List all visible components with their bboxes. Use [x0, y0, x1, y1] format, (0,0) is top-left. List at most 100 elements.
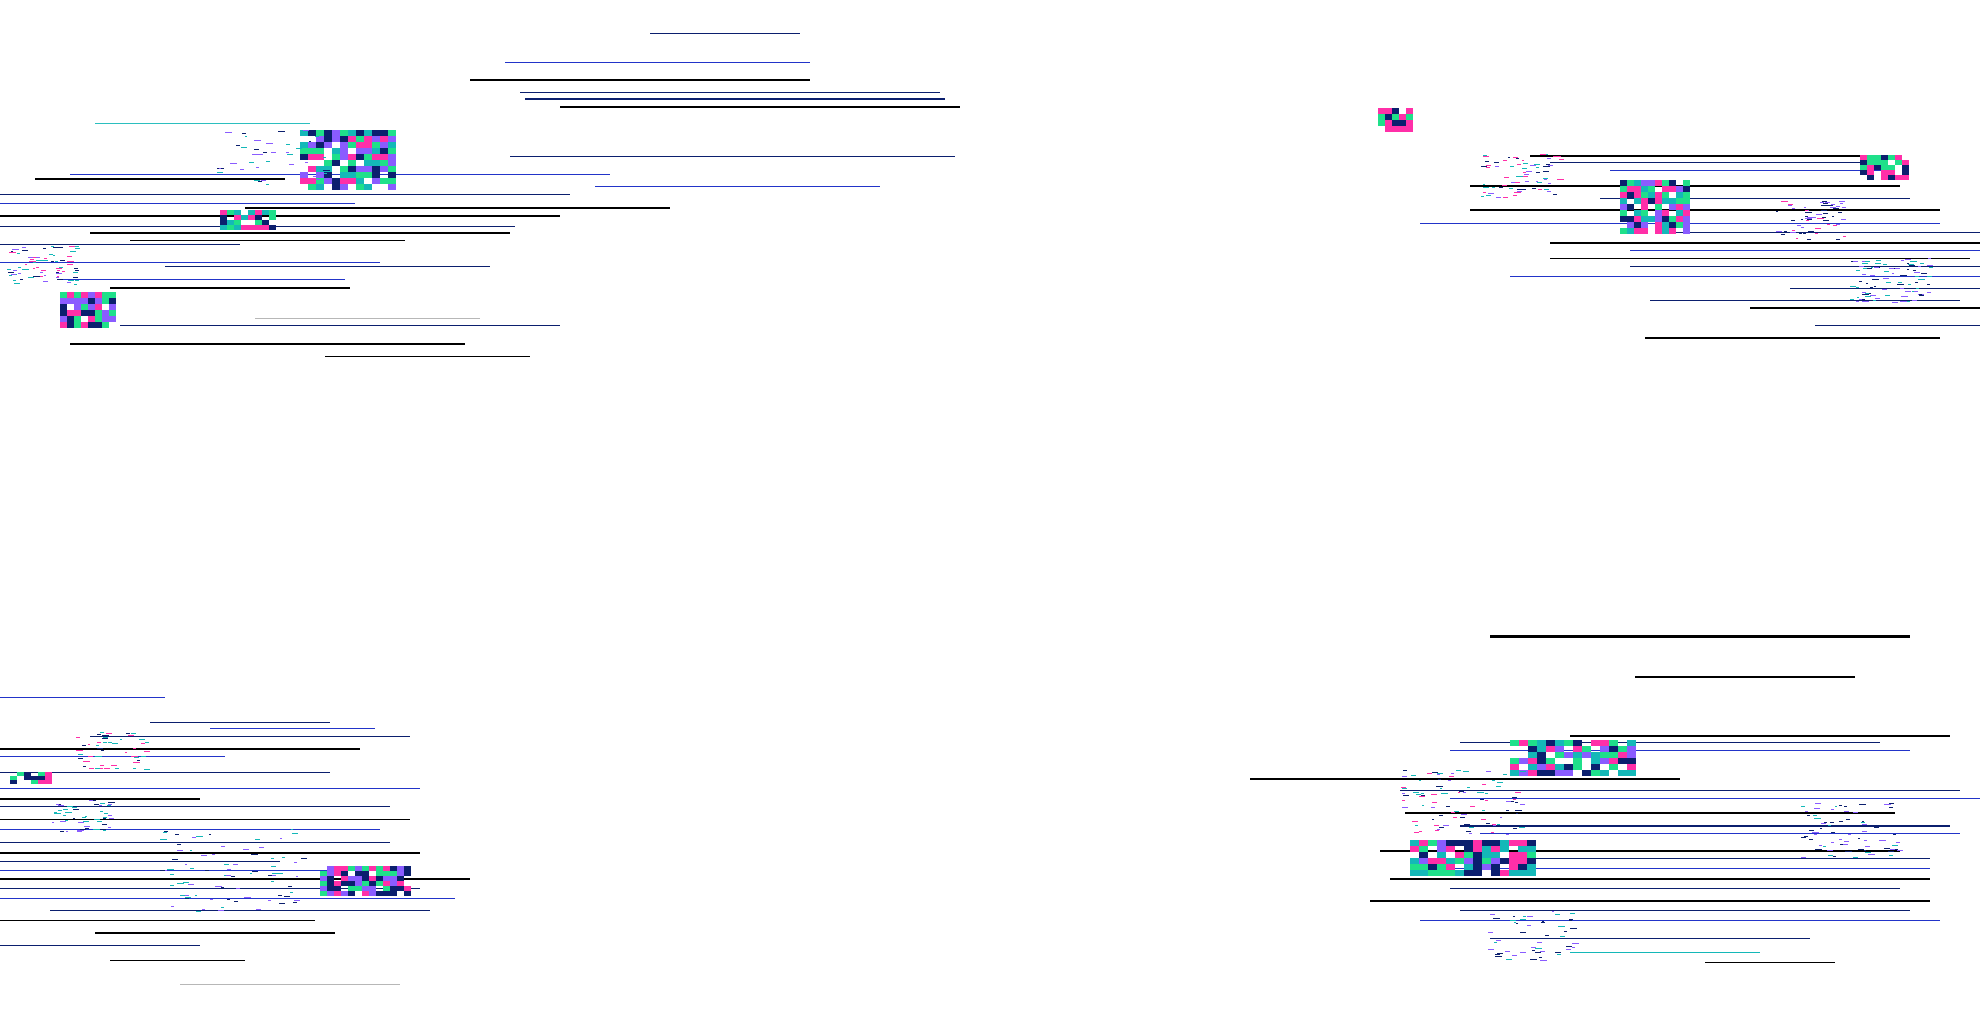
pixel-block — [1421, 793, 1424, 794]
pixel-block — [1871, 267, 1873, 268]
pixel-block — [1844, 811, 1849, 812]
pixel-block — [1862, 294, 1869, 295]
pixel-block — [1403, 795, 1409, 796]
pixel-block — [1434, 825, 1439, 826]
pixel-block — [279, 903, 285, 904]
pixel-block — [77, 831, 82, 832]
pixel-block — [340, 130, 348, 136]
pixel-block — [172, 859, 178, 860]
pixel-block — [364, 142, 372, 148]
pixel-block — [1454, 811, 1459, 812]
pixel-block — [324, 173, 327, 174]
pixel-block — [1553, 156, 1559, 157]
pixel-block — [1566, 946, 1572, 947]
pixel-block — [340, 148, 348, 154]
scanline — [165, 266, 490, 267]
pixel-block — [1792, 208, 1795, 209]
pixel-block — [88, 298, 95, 304]
pixel-block — [1831, 204, 1835, 205]
pixel-block — [1830, 207, 1836, 208]
pixel-block — [348, 886, 355, 891]
pixel-block — [1609, 758, 1618, 764]
pixel-block — [1814, 834, 1817, 835]
pixel-block — [340, 184, 348, 190]
pixel-block — [1491, 870, 1500, 876]
pixel-block — [356, 142, 364, 148]
pixel-block — [1486, 167, 1490, 168]
pixel-block — [1528, 770, 1537, 776]
pixel-block — [1620, 204, 1627, 210]
pixel-block — [1458, 792, 1460, 793]
pixel-block — [100, 765, 103, 766]
pixel-block — [294, 900, 300, 901]
pixel-block — [1676, 198, 1683, 204]
pixel-block — [1627, 180, 1634, 186]
pixel-block — [1805, 216, 1808, 217]
pixel-block — [1573, 752, 1582, 758]
pixel-block — [1881, 175, 1888, 180]
scanline — [1510, 276, 1980, 277]
pixel-block — [340, 172, 348, 178]
scanline — [1750, 307, 1980, 309]
pixel-block — [1518, 846, 1527, 852]
pixel-block — [287, 154, 293, 155]
pixel-block — [205, 870, 209, 871]
pixel-block — [1784, 231, 1787, 232]
pixel-block — [1823, 846, 1826, 847]
pixel-block — [1874, 155, 1881, 160]
pixel-block — [1514, 192, 1521, 193]
pixel-block — [1919, 294, 1922, 295]
pixel-block — [1907, 269, 1909, 270]
scanline — [0, 788, 420, 789]
pixel-block — [1546, 764, 1555, 770]
pixel-block — [1634, 180, 1641, 186]
pixel-block — [348, 891, 355, 896]
pixel-block — [404, 886, 411, 891]
pixel-block — [240, 169, 244, 170]
pixel-block — [1437, 852, 1446, 858]
pixel-block — [1537, 746, 1546, 752]
pixel-block — [1500, 846, 1509, 852]
pixel-block — [1856, 301, 1859, 302]
pixel-block — [300, 142, 308, 148]
pixel-block — [1815, 228, 1821, 229]
pixel-block — [59, 247, 63, 248]
pixel-block — [1860, 170, 1867, 175]
pixel-block — [1528, 746, 1537, 752]
pixel-block — [1683, 216, 1690, 222]
pixel-block — [139, 739, 145, 740]
pixel-block — [1546, 758, 1555, 764]
pixel-block — [289, 164, 294, 165]
pixel-block — [334, 866, 341, 871]
pixel-block — [97, 734, 101, 735]
pixel-block — [348, 172, 356, 178]
pixel-block — [244, 897, 251, 898]
pixel-block — [1662, 222, 1669, 228]
pixel-block — [376, 866, 383, 871]
pixel-block — [38, 776, 45, 780]
pixel-block — [74, 304, 81, 310]
pixel-block — [1662, 180, 1669, 186]
pixel-block — [1486, 823, 1490, 824]
pixel-block — [1676, 186, 1683, 192]
pixel-block — [1618, 746, 1627, 752]
pixel-block — [1600, 740, 1609, 746]
pixel-block — [52, 822, 54, 823]
pixel-block — [362, 871, 369, 876]
pixel-block — [1527, 858, 1536, 864]
scanline — [110, 287, 350, 289]
pixel-block — [255, 220, 262, 225]
pixel-block — [364, 166, 372, 172]
pixel-block — [183, 882, 189, 883]
scanline — [0, 756, 225, 757]
pixel-block — [1862, 824, 1867, 825]
pixel-block — [1491, 832, 1494, 833]
pixel-block — [77, 830, 84, 831]
pixel-block — [1879, 840, 1886, 841]
pixel-block — [364, 160, 372, 166]
scanline — [1410, 868, 1930, 869]
pixel-block — [388, 178, 396, 184]
pixel-block — [17, 772, 24, 776]
pixel-block — [1441, 793, 1448, 794]
pixel-block — [1784, 201, 1788, 202]
